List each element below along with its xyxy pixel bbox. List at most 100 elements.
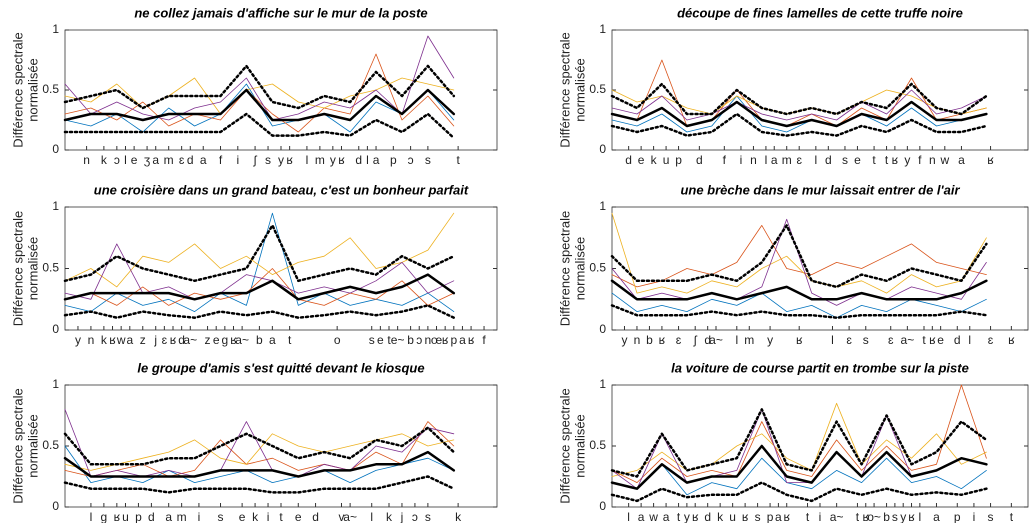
x-tick-label: t [288, 333, 292, 347]
y-tick-label: 0.5 [589, 438, 606, 452]
series-line [610, 304, 988, 319]
x-tick-label: s [988, 510, 994, 523]
x-tick-label: a~ [183, 333, 197, 347]
series-line [64, 212, 455, 288]
x-tick-label: s [892, 510, 898, 523]
x-tick-label: n [83, 153, 90, 167]
x-tick-label: ʁ [692, 510, 699, 523]
x-tick-label: d [696, 153, 703, 167]
x-tick-label: ʁ [742, 510, 749, 523]
x-tick-label: a [958, 153, 965, 167]
x-tick-label: y [900, 510, 906, 523]
x-tick-label: l [735, 333, 738, 347]
x-tick-label: ʁ [442, 333, 449, 347]
x-tick-label: s [842, 153, 848, 167]
x-tick-label: p [675, 153, 682, 167]
x-tick-label: e [131, 153, 138, 167]
x-tick-label: ʁ [170, 333, 177, 347]
x-tick-label: w [116, 333, 126, 347]
x-tick-label: a [200, 153, 207, 167]
x-tick-label: j [153, 333, 157, 347]
x-tick-label: ʁ [230, 333, 237, 347]
y-axis-label: normalisée [25, 414, 40, 478]
x-tick-label: t [279, 510, 283, 523]
x-tick-label: d [178, 333, 185, 347]
series-line [63, 450, 456, 478]
chart-title: le groupe d'amis s'est quitté devant le … [137, 360, 424, 375]
x-tick-label: s [863, 333, 869, 347]
x-tick-label: ʁ [783, 510, 790, 523]
x-tick-label: a [638, 510, 645, 523]
x-tick-label: t [677, 510, 681, 523]
y-axis-label: Différence spectrale [557, 388, 572, 503]
y-axis-label: Différence spectrale [557, 211, 572, 326]
y-tick-label: 0.5 [42, 438, 59, 452]
x-tick-label: u [663, 153, 670, 167]
x-tick-label: y [330, 153, 336, 167]
x-tick-label: ʁ [908, 510, 915, 523]
x-tick-label: ɔ [416, 333, 422, 347]
series-line [64, 445, 455, 484]
chart-title: découpe de fines lamelles de cette truff… [677, 5, 963, 20]
series-line [63, 88, 456, 122]
series-line [64, 408, 455, 477]
series-line [610, 100, 988, 128]
x-tick-label: d [355, 153, 362, 167]
x-tick-label: i [267, 510, 270, 523]
x-tick-label: t [856, 510, 860, 523]
plot-frame [64, 206, 498, 331]
plot-frame [64, 29, 498, 151]
series-line [63, 112, 456, 140]
series-line [611, 212, 987, 294]
series-line [64, 35, 455, 121]
x-tick-label: ɔ [408, 153, 414, 167]
x-tick-label: a [933, 510, 940, 523]
x-tick-label: ɛ [796, 153, 802, 167]
x-tick-label: p [450, 333, 457, 347]
x-tick-label: a [126, 333, 133, 347]
x-tick-label: l [831, 333, 834, 347]
series-line [63, 304, 456, 319]
x-tick-label: z [205, 333, 211, 347]
x-tick-label: d [312, 510, 319, 523]
x-tick-label: w [648, 510, 658, 523]
y-axis-label: Différence spectrale [10, 211, 25, 326]
x-tick-label: y [684, 510, 690, 523]
x-tick-label: j [400, 510, 404, 523]
series-line [610, 224, 988, 289]
x-tick-label: t [922, 333, 926, 347]
x-tick-label: l [968, 333, 971, 347]
series-line [611, 95, 987, 133]
x-tick-label: e [937, 333, 944, 347]
x-tick-label: y [767, 333, 773, 347]
x-tick-label: d [187, 153, 194, 167]
x-tick-label: d [704, 510, 711, 523]
x-tick-label: p [954, 510, 961, 523]
x-tick-label: e [295, 510, 302, 523]
chart-title: une croisière dans un grand bateau, c'es… [94, 182, 469, 197]
chart-title: une brèche dans le mur laissait entrer d… [680, 182, 960, 197]
x-tick-label: ɛ [888, 333, 894, 347]
x-tick-label: a~ [901, 333, 915, 347]
x-tick-label: a [459, 333, 466, 347]
x-tick-label: a [663, 510, 670, 523]
x-tick-label: s [425, 510, 431, 523]
x-tick-label: t [1010, 510, 1014, 523]
x-tick-label: ʁ [863, 510, 870, 523]
x-tick-label: a~ [830, 510, 844, 523]
series-line [63, 475, 456, 494]
series-line [611, 218, 987, 306]
x-tick-label: m [177, 510, 187, 523]
series-line [611, 59, 987, 127]
y-axis-label: Différence spectrale [10, 32, 25, 147]
x-tick-label: ʁ [929, 333, 936, 347]
y-axis-label: Différence spectrale [557, 32, 572, 147]
x-tick-label: d [148, 510, 155, 523]
x-tick-label: ʁ [987, 153, 994, 167]
y-axis-label: Différence spectrale [10, 388, 25, 503]
x-tick-label: ɛ [162, 333, 168, 347]
x-tick-label: ʁ [468, 333, 475, 347]
x-tick-label: l [306, 153, 309, 167]
x-tick-label: e [377, 333, 384, 347]
x-tick-label: m [315, 153, 325, 167]
